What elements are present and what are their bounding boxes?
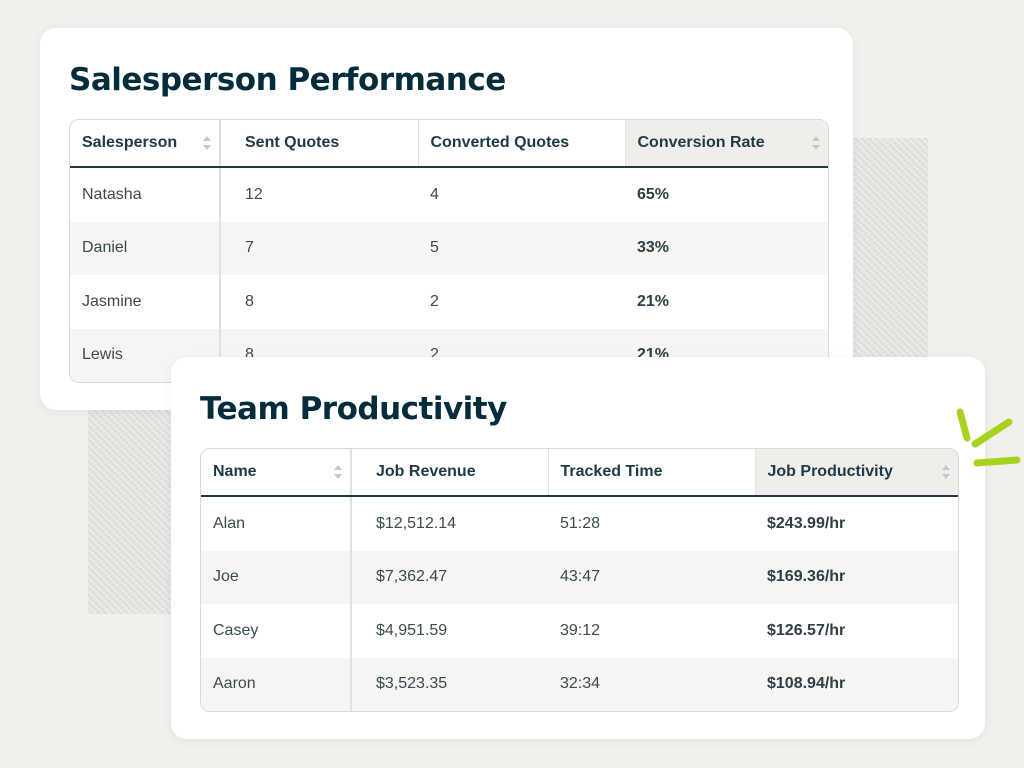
cell-converted-quotes: 4 [430, 185, 439, 203]
table-row: Jasmine 8 2 21% [70, 275, 828, 329]
cell-job-revenue: $12,512.14 [376, 514, 457, 532]
cell-converted-quotes: 2 [430, 292, 439, 310]
cell-converted-quotes: 5 [418, 221, 625, 275]
cell-conversion-rate: 21% [637, 292, 670, 310]
table-row: Alan $12,512.14 51:28 $243.99/hr [201, 496, 958, 551]
card-title: Salesperson Performance [69, 62, 506, 98]
cell-conversion-rate: 65% [637, 185, 670, 203]
cell-job-revenue: $3,523.35 [351, 657, 548, 711]
cell-tracked-time: 32:34 [548, 657, 755, 711]
column-header-label: Job Revenue [376, 463, 476, 480]
sort-updown-icon[interactable] [334, 465, 342, 479]
table-row: Joe $7,362.47 43:47 $169.36/hr [201, 550, 958, 604]
table-header-row: Name Job Revenue Tracked Time Job Produc… [201, 449, 958, 497]
table-row: Daniel 7 5 33% [70, 221, 828, 275]
cell-sent-quotes: 8 [245, 292, 254, 310]
cell-job-revenue: $7,362.47 [351, 550, 548, 604]
cell-sent-quotes: 7 [220, 221, 418, 275]
cell-tracked-time: 39:12 [560, 621, 601, 639]
spark-lines-icon [956, 408, 1021, 467]
table-row: Casey $4,951.59 39:12 $126.57/hr [201, 604, 958, 658]
cell-job-productivity: $126.57/hr [767, 621, 846, 639]
column-header-label: Salesperson [82, 134, 178, 151]
column-header-name[interactable]: Name [201, 449, 352, 497]
productivity-table: Name Job Revenue Tracked Time Job Produc… [201, 449, 958, 711]
cell-tracked-time: 43:47 [548, 550, 755, 604]
cell-name: Joe [201, 550, 352, 604]
cell-salesperson: Jasmine [70, 275, 221, 329]
column-header-converted-quotes[interactable]: Converted Quotes [418, 120, 626, 168]
table-row: Natasha 12 4 65% [70, 167, 828, 222]
column-header-conversion-rate[interactable]: Conversion Rate [625, 120, 828, 168]
sort-updown-icon[interactable] [942, 465, 950, 479]
salesperson-performance-card: Salesperson Performance Salesperson Sent… [40, 28, 853, 410]
column-header-label: Tracked Time [560, 463, 663, 480]
sort-updown-icon[interactable] [203, 136, 211, 150]
cell-tracked-time: 51:28 [560, 514, 601, 532]
column-header-salesperson[interactable]: Salesperson [70, 120, 221, 168]
column-header-label: Converted Quotes [430, 134, 570, 151]
column-header-label: Job Productivity [767, 463, 893, 480]
sort-updown-icon[interactable] [812, 136, 820, 150]
column-header-label: Sent Quotes [245, 134, 340, 151]
salesperson-table: Salesperson Sent Quotes Converted Quotes… [70, 120, 828, 382]
column-header-sent-quotes[interactable]: Sent Quotes [220, 120, 419, 168]
cell-salesperson: Daniel [70, 221, 221, 275]
cell-job-productivity: $243.99/hr [767, 514, 846, 532]
cell-salesperson: Natasha [70, 167, 221, 222]
cell-name: Casey [201, 604, 352, 658]
cell-job-productivity: $108.94/hr [755, 657, 958, 711]
cell-job-revenue: $4,951.59 [376, 621, 448, 639]
cell-conversion-rate: 33% [625, 221, 828, 275]
salesperson-table-container: Salesperson Sent Quotes Converted Quotes… [69, 119, 829, 383]
team-productivity-card: Team Productivity Name Job Revenue [171, 357, 985, 739]
cell-name: Aaron [201, 657, 352, 711]
card-title: Team Productivity [200, 391, 507, 427]
cell-name: Alan [201, 496, 352, 551]
cell-job-productivity: $169.36/hr [755, 550, 958, 604]
column-header-job-revenue[interactable]: Job Revenue [351, 449, 549, 497]
column-header-job-productivity[interactable]: Job Productivity [755, 449, 958, 497]
cell-sent-quotes: 12 [245, 185, 263, 203]
table-header-row: Salesperson Sent Quotes Converted Quotes… [70, 120, 828, 168]
column-header-tracked-time[interactable]: Tracked Time [548, 449, 756, 497]
column-header-label: Name [213, 463, 257, 480]
table-row: Aaron $3,523.35 32:34 $108.94/hr [201, 657, 958, 711]
productivity-table-container: Name Job Revenue Tracked Time Job Produc… [200, 448, 959, 712]
column-header-label: Conversion Rate [637, 134, 765, 151]
